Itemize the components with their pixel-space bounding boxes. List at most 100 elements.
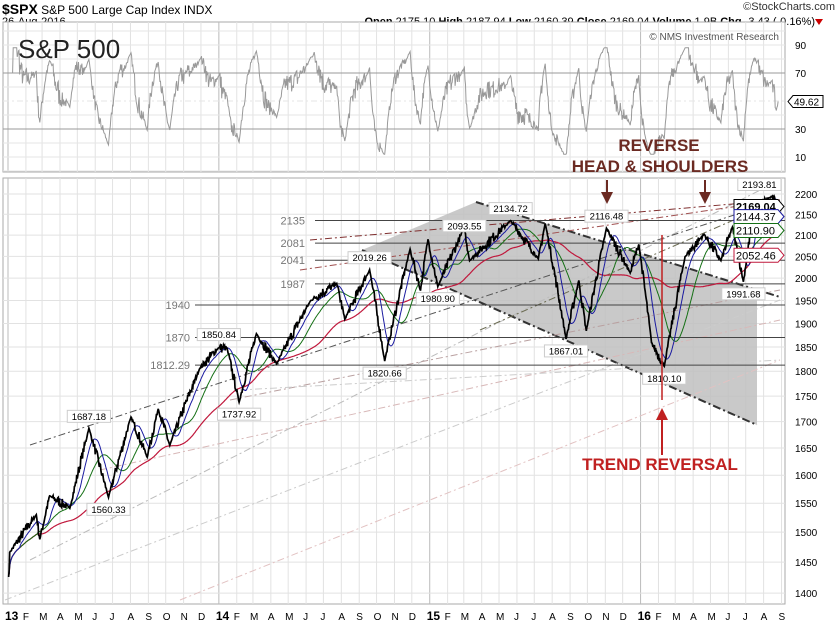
x-tick-label: M — [672, 612, 680, 623]
level-label: 2081 — [281, 238, 305, 250]
y-tick-label: 1500 — [795, 528, 818, 539]
y-tick-label: 1600 — [795, 471, 818, 482]
x-tick-label: D — [409, 612, 416, 623]
x-tick-label: J — [531, 612, 536, 623]
peak-label: 1850.84 — [202, 330, 236, 341]
ma-short-line — [8, 198, 779, 577]
x-tick-label: A — [338, 612, 345, 623]
peak-label: 1991.68 — [726, 289, 760, 300]
y-tick-label: 1550 — [795, 499, 818, 510]
up-arrow-head-icon — [656, 408, 668, 420]
peak-label-box — [86, 502, 131, 516]
x-tick-label: O — [374, 612, 382, 623]
trend-line — [99, 319, 781, 471]
y-tick-label: 2050 — [795, 252, 818, 263]
peak-label-box — [543, 344, 589, 358]
x-tick-label: N — [181, 612, 188, 623]
x-tick-label: S — [567, 612, 574, 623]
shaded-channel — [362, 202, 757, 425]
level-label: 1940 — [166, 300, 190, 312]
peak-label-box — [584, 209, 629, 223]
x-tick-label: D — [198, 612, 205, 623]
chart-title: S&P 500 — [18, 34, 120, 64]
peak-label-box — [347, 251, 392, 265]
x-tick-label: 13 — [5, 609, 19, 623]
y-tick-label: 2000 — [795, 274, 818, 285]
peak-label: 1737.92 — [222, 410, 256, 421]
x-tick-label: S — [356, 612, 363, 623]
annotation-reverse: REVERSE — [618, 136, 699, 155]
peak-label: 1560.33 — [91, 505, 125, 516]
x-tick-label: M — [285, 612, 293, 623]
peak-label: 2019.26 — [352, 253, 386, 264]
x-tick-label: J — [725, 612, 730, 623]
trend-line — [4, 299, 781, 601]
peak-label: 1810.10 — [647, 374, 681, 385]
annotation-trend-reversal: TREND REVERSAL — [582, 455, 738, 474]
x-tick-label: 15 — [427, 609, 441, 623]
x-tick-label: F — [23, 612, 29, 623]
level-label: 2135 — [281, 215, 305, 227]
x-tick-label: S — [779, 612, 786, 623]
trend-line — [179, 359, 781, 601]
rsi-last-value: 49.62 — [794, 98, 819, 109]
level-label: 1870 — [166, 333, 190, 345]
x-tick-label: O — [163, 612, 171, 623]
brand: ©StockCharts.com — [743, 1, 835, 13]
x-tick-label: A — [268, 612, 275, 623]
x-tick-label: 16 — [638, 609, 652, 623]
x-tick-label: M — [39, 612, 47, 623]
last-value-box — [733, 209, 785, 225]
y-tick-label: 2150 — [795, 210, 818, 221]
peak-label: 1687.18 — [72, 412, 106, 423]
peak-label-box — [488, 202, 533, 216]
rsi-line — [9, 47, 779, 155]
price-line — [7, 194, 779, 577]
x-tick-label: A — [549, 612, 556, 623]
rsi-tick-label: 70 — [795, 69, 807, 80]
symbol-header: $SPX S&P 500 Large Cap Index INDX — [2, 1, 212, 17]
down-arrow-head-icon — [699, 192, 711, 204]
annotation-head-shoulders: HEAD & SHOULDERS — [572, 157, 749, 176]
x-tick-label: F — [234, 612, 240, 623]
x-tick-label: A — [479, 612, 486, 623]
watermark: © NMS Investment Research — [649, 32, 779, 43]
x-tick-label: A — [127, 612, 134, 623]
rsi-tick-label: 90 — [795, 41, 807, 52]
level-label: 1812.29 — [150, 360, 190, 372]
peak-label: 2134.72 — [493, 204, 527, 215]
x-tick-label: A — [57, 612, 64, 623]
last-value-box — [733, 223, 785, 239]
y-tick-label: 1950 — [795, 297, 818, 308]
y-tick-label: 1650 — [795, 444, 818, 455]
peak-label: 1980.90 — [421, 294, 455, 305]
x-tick-label: J — [514, 612, 519, 623]
y-tick-label: 1800 — [795, 367, 818, 378]
x-tick-label: A — [690, 612, 697, 623]
y-tick-label: 2100 — [795, 231, 818, 242]
trend-line — [29, 199, 781, 446]
y-tick-label: 1450 — [795, 558, 818, 569]
peak-label-box — [737, 177, 782, 191]
x-tick-label: J — [92, 612, 97, 623]
y-tick-label: 1850 — [795, 343, 818, 354]
peak-label-box — [216, 407, 262, 421]
index-name: S&P 500 Large Cap Index — [41, 3, 181, 17]
x-tick-label: N — [602, 612, 609, 623]
last-value-label: 2052.46 — [736, 250, 776, 262]
rsi-tick-label: 10 — [795, 153, 807, 164]
trend-line — [479, 199, 781, 331]
exchange: INDX — [183, 3, 213, 17]
y-tick-label: 2200 — [795, 190, 818, 201]
last-value-label: 2144.37 — [736, 212, 776, 224]
x-tick-label: A — [761, 612, 768, 623]
down-arrow-head-icon — [601, 192, 613, 204]
x-tick-label: 14 — [216, 609, 230, 623]
trend-line — [229, 289, 781, 401]
x-tick-label: O — [584, 612, 592, 623]
down-triangle-icon — [815, 19, 823, 25]
last-value-label: 2110.90 — [736, 226, 775, 238]
x-tick-label: J — [320, 612, 325, 623]
x-tick-label: S — [145, 612, 152, 623]
